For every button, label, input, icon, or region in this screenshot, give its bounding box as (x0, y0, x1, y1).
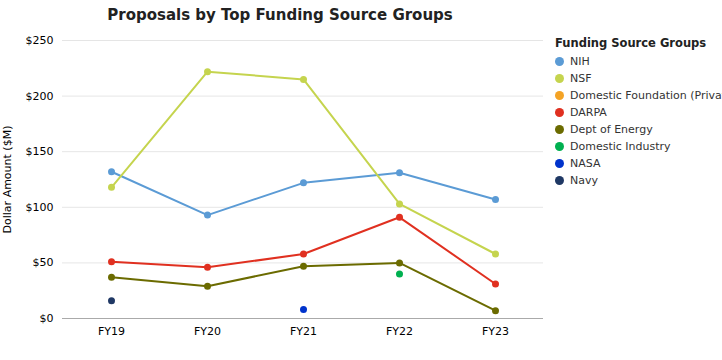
svg-text:Dollar Amount ($M): Dollar Amount ($M) (1, 126, 14, 234)
html-text:Funding Source Groups: Funding Source Groups (555, 36, 707, 50)
svg-text:FY20: FY20 (194, 325, 221, 338)
svg-text:$50: $50 (33, 256, 54, 269)
html-text:NIH: NIH (570, 55, 590, 68)
html-text:DARPA: DARPA (570, 106, 607, 119)
svg-text:$150: $150 (26, 145, 54, 158)
svg-text:$100: $100 (26, 201, 54, 214)
svg-text:FY21: FY21 (290, 325, 317, 338)
svg-text:FY19: FY19 (98, 325, 125, 338)
svg-text:FY22: FY22 (386, 325, 413, 338)
html-text:Domestic Industry: Domestic Industry (570, 140, 671, 153)
html-text:NSF: NSF (570, 72, 592, 85)
html-text:Navy: Navy (570, 174, 598, 187)
svg-text:$250: $250 (26, 34, 54, 47)
html-text:Dept of Energy: Dept of Energy (570, 123, 653, 136)
svg-text:$0: $0 (40, 312, 54, 325)
html-text:NASA: NASA (570, 157, 601, 170)
html-text:Proposals by Top Funding Sourc: Proposals by Top Funding Source Groups (107, 6, 453, 24)
svg-text:FY23: FY23 (482, 325, 509, 338)
svg-text:$200: $200 (26, 90, 54, 103)
